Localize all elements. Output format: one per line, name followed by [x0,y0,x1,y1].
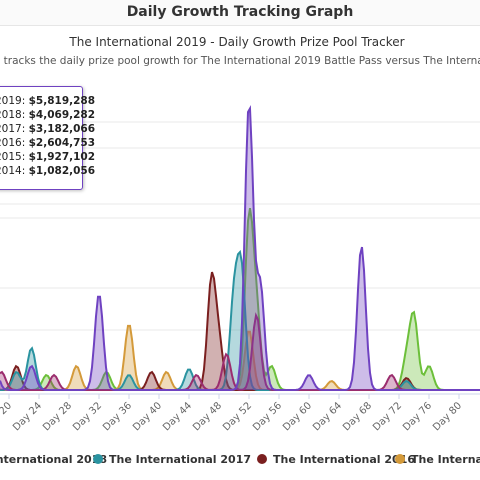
tooltip-row: 2017: $3,182,066 [0,123,95,135]
legend-label: The International 2015 [411,453,480,466]
tooltip-value: $1,927,102 [28,151,96,163]
series-area-fill [0,108,480,390]
series-areas[interactable] [0,104,480,391]
chart-title: The International 2019 - Daily Growth Pr… [68,35,404,49]
panel-header: Daily Growth Tracking Graph [0,0,480,26]
legend-marker [93,454,103,464]
prize-pool-chart[interactable]: The International 2019 - Daily Growth Pr… [0,26,480,480]
series-area-fill [0,252,480,390]
x-tick-label: Day 56 [251,400,284,433]
x-tick-label: Day 52 [221,400,254,433]
x-tick-label: Day 60 [281,400,314,433]
tooltip-year: 2017: [0,123,26,135]
tooltip-year: 2018: [0,109,26,121]
tooltip-year: 2016: [0,137,26,149]
series-line [0,104,480,391]
chart-subtitle: This graph tracks the daily prize pool g… [0,55,480,67]
panel-title: Daily Growth Tracking Graph [126,4,354,20]
legend-marker [257,454,267,464]
tooltip-row: 2019: $5,819,288 [0,95,95,107]
x-tick-label: Day 68 [341,400,374,433]
tooltip-year: 2019: [0,95,26,107]
legend-label: The International 2017 [109,453,251,466]
tooltip-value: $3,182,066 [28,123,96,135]
x-tick-label: Day 32 [71,400,104,433]
x-tick-label: Day 40 [131,400,164,433]
x-tick-label: Day 64 [311,400,344,433]
x-tick-label: Day 28 [41,400,74,433]
tooltip-value: $1,082,056 [28,165,96,177]
legend-item[interactable]: The International 2018 [0,453,107,466]
chart-tooltip: 2019: $5,819,2882018: $4,069,2822017: $3… [0,86,95,190]
x-tick-label: Day 44 [161,400,194,433]
tooltip-value: $4,069,282 [28,109,96,121]
series-the-international-2019[interactable] [0,104,480,391]
tooltip-row: 2015: $1,927,102 [0,151,95,163]
legend-item[interactable]: The International 2017 [93,453,251,466]
x-tick-label: Day 20 [0,400,14,433]
legend-label: The International 2018 [0,453,107,466]
tooltip-year: 2015: [0,151,26,163]
x-tick-label: Day 76 [401,400,434,433]
x-tick-label: Day 48 [191,400,224,433]
legend-item[interactable]: The International 2015 [395,453,480,466]
x-tick-label: Day 36 [101,400,134,433]
legend-item[interactable]: The International 2016 [257,453,415,466]
x-tick-label: Day 72 [371,400,404,433]
x-tick-label: Day 80 [431,400,464,433]
tooltip-value: $5,819,288 [28,95,96,107]
legend-label: The International 2016 [273,453,415,466]
tooltip-value: $2,604,753 [28,137,96,149]
tooltip-row: 2016: $2,604,753 [0,137,95,149]
tooltip-row: 2018: $4,069,282 [0,109,95,121]
x-tick-label: Day 24 [11,400,44,433]
legend-marker [395,454,405,464]
